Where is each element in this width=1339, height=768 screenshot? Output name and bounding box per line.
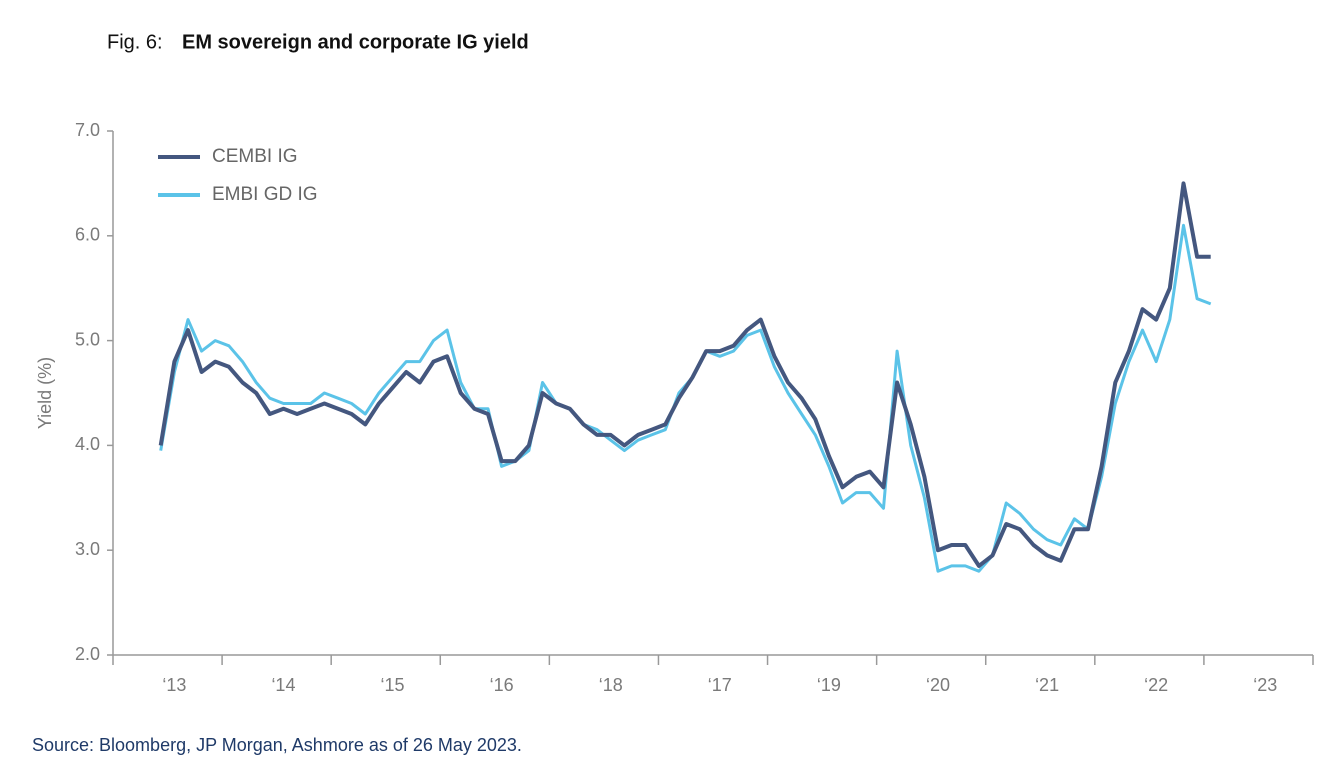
y-tick-label: 6.0: [75, 225, 100, 245]
x-tick-label: ‘23: [1253, 675, 1277, 695]
x-tick-label: ‘18: [599, 675, 623, 695]
chart-title: EM sovereign and corporate IG yield: [182, 31, 529, 53]
x-tick-label: ‘21: [1035, 675, 1059, 695]
legend-label: CEMBI IG: [212, 146, 298, 167]
y-tick-label: 3.0: [75, 539, 100, 559]
source-note: Source: Bloomberg, JP Morgan, Ashmore as…: [32, 735, 522, 755]
y-tick-label: 2.0: [75, 644, 100, 664]
legend-label: EMBI GD IG: [212, 184, 318, 205]
y-tick-label: 7.0: [75, 120, 100, 140]
y-tick-label: 4.0: [75, 434, 100, 454]
y-tick-label: 5.0: [75, 329, 100, 349]
figure-label: Fig. 6:: [107, 31, 163, 53]
x-tick-label: ‘13: [162, 675, 186, 695]
x-tick-label: ‘17: [708, 675, 732, 695]
x-tick-label: ‘14: [271, 675, 295, 695]
x-tick-label: ‘19: [817, 675, 841, 695]
series-line: [158, 181, 1211, 568]
series-line: [159, 223, 1212, 573]
x-tick-label: ‘16: [490, 675, 514, 695]
x-tick-label: ‘22: [1144, 675, 1168, 695]
x-tick-label: ‘15: [381, 675, 405, 695]
x-tick-label: ‘20: [926, 675, 950, 695]
y-axis-label: Yield (%): [35, 357, 55, 429]
